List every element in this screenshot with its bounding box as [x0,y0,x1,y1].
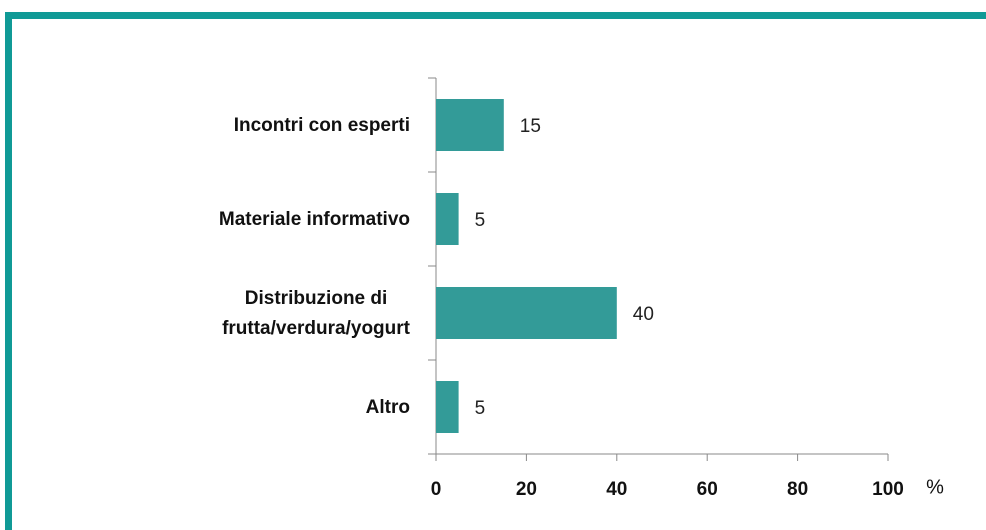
category-label: Altro [365,397,410,418]
category-label: Distribuzione di frutta/verdura/yogurt [222,288,410,339]
bar [436,381,459,433]
x-tick-label: 100 [872,479,904,500]
bar [436,193,459,245]
x-tick-label: 80 [787,479,808,500]
data-label: 40 [633,304,654,325]
x-tick-label: 0 [431,479,442,500]
data-label: 5 [475,398,486,419]
x-axis-label: % [926,476,944,498]
x-tick-label: 40 [606,479,627,500]
data-label: 15 [520,116,541,137]
data-label: 5 [475,210,486,231]
frame [5,12,986,530]
bar [436,287,617,339]
x-tick-label: 20 [516,479,537,500]
category-label: Materiale informativo [218,209,410,230]
bar [436,99,504,151]
x-tick-label: 60 [697,479,718,500]
category-label: Incontri con esperti [233,115,410,136]
